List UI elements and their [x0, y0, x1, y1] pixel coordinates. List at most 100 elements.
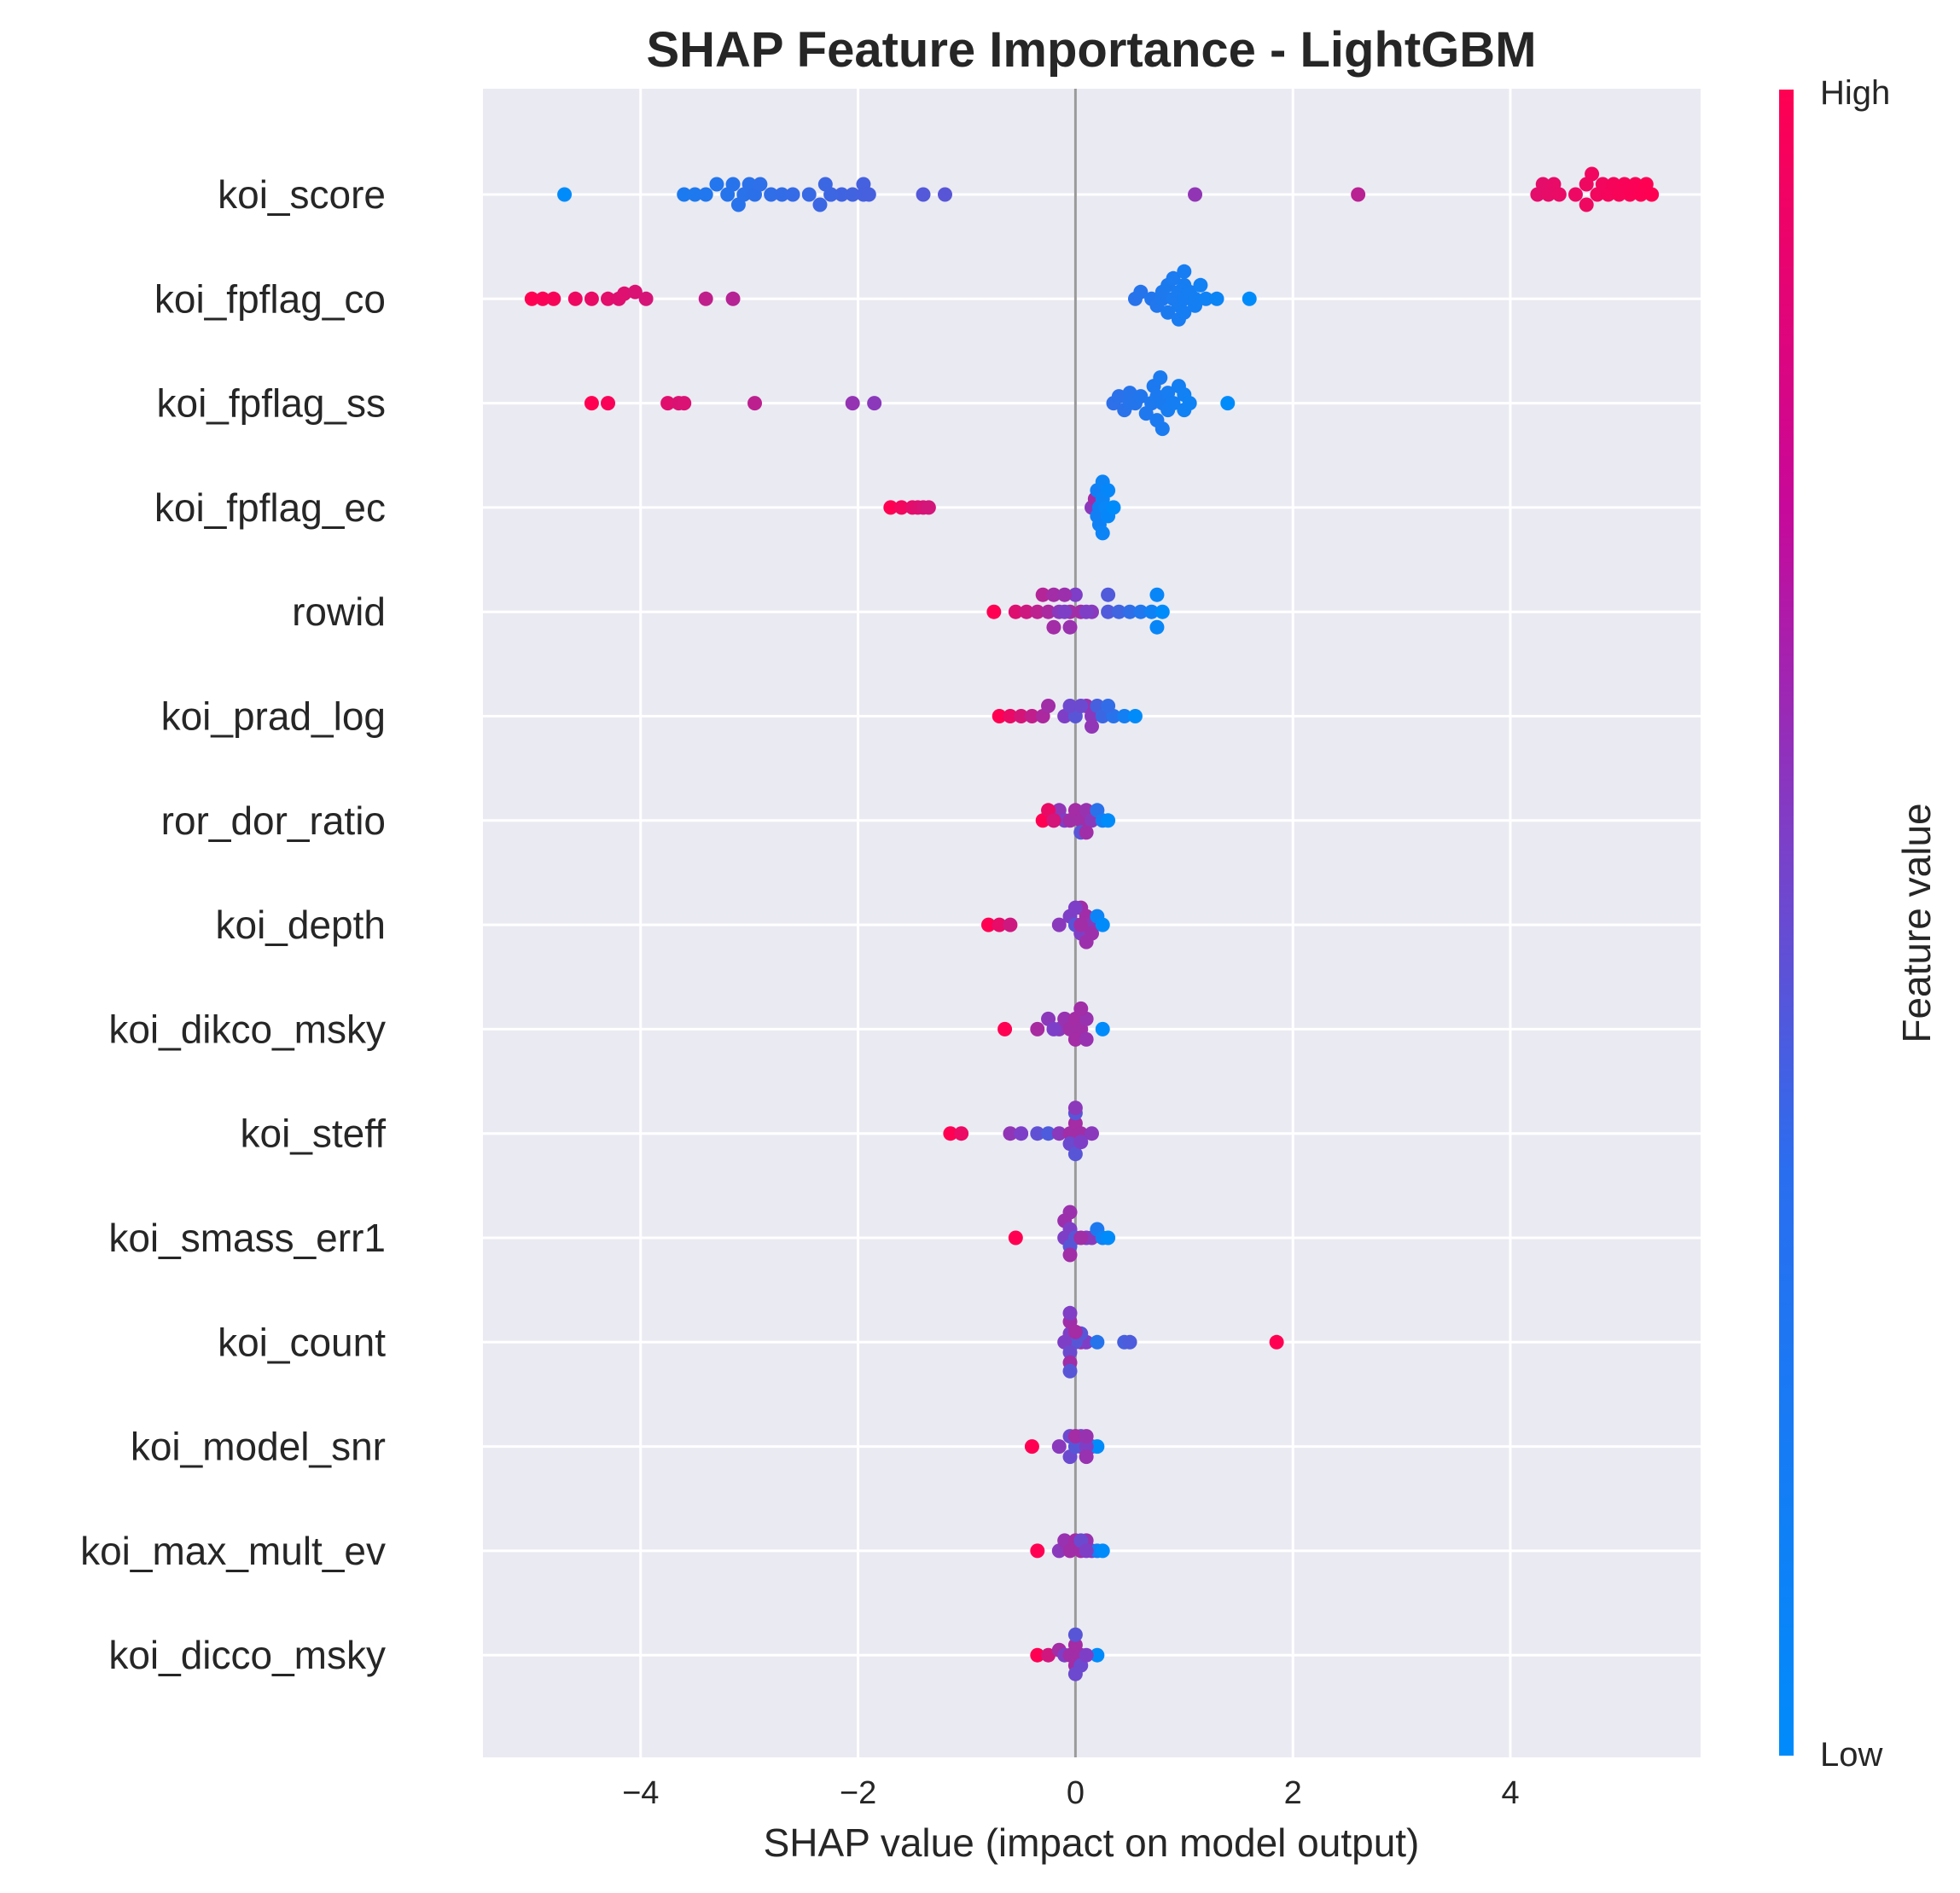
- data-point: [764, 187, 779, 202]
- data-point: [753, 177, 768, 192]
- data-point: [660, 396, 676, 411]
- data-point: [747, 396, 763, 411]
- data-point: [1095, 1543, 1110, 1559]
- data-point: [992, 709, 1007, 723]
- data-point: [1046, 1021, 1061, 1037]
- data-point: [1014, 1126, 1029, 1141]
- data-point: [1067, 1324, 1083, 1339]
- data-point: [1079, 1439, 1094, 1455]
- data-point: [980, 917, 996, 932]
- data-point: [834, 187, 849, 202]
- data-point: [774, 187, 789, 202]
- data-point: [1024, 1439, 1039, 1455]
- data-point: [677, 396, 692, 411]
- data-point: [1041, 1126, 1056, 1141]
- data-point: [861, 187, 876, 202]
- data-point: [1198, 291, 1213, 306]
- data-point: [992, 917, 1007, 932]
- data-point: [1154, 604, 1170, 619]
- data-point: [921, 500, 936, 515]
- data-point: [1095, 1021, 1110, 1037]
- data-point: [1160, 305, 1176, 320]
- data-point: [524, 291, 539, 306]
- data-point: [1149, 587, 1165, 602]
- data-point: [1046, 619, 1061, 635]
- data-point: [1188, 298, 1203, 313]
- data-point: [1073, 699, 1089, 713]
- data-point: [1079, 934, 1094, 949]
- data-point: [937, 187, 952, 202]
- data-point: [1046, 813, 1061, 828]
- data-point: [1067, 1627, 1083, 1642]
- data-point: [883, 500, 899, 515]
- data-point: [677, 187, 692, 202]
- data-point: [1090, 1647, 1105, 1663]
- data-point: [601, 396, 616, 411]
- data-point: [1177, 264, 1192, 279]
- x-tick-label: 4: [1501, 1775, 1519, 1811]
- data-point: [1101, 483, 1116, 498]
- data-point: [1079, 604, 1094, 619]
- data-point: [1144, 604, 1160, 619]
- feature-label: koi_count: [218, 1320, 386, 1364]
- data-point: [1188, 187, 1203, 202]
- data-point: [1127, 709, 1143, 723]
- data-point: [1153, 370, 1168, 386]
- data-point: [1051, 1126, 1067, 1141]
- data-point: [1154, 421, 1170, 437]
- data-point: [1095, 526, 1110, 541]
- data-point: [1193, 277, 1208, 293]
- data-point: [1041, 1647, 1056, 1663]
- data-point: [535, 291, 550, 306]
- data-point: [1111, 604, 1126, 619]
- data-point: [1095, 917, 1110, 932]
- data-point: [916, 187, 931, 202]
- data-point: [567, 291, 583, 306]
- data-point: [709, 177, 724, 192]
- data-point: [1220, 396, 1236, 411]
- chart-title: SHAP Feature Importance - LightGBM: [646, 22, 1536, 78]
- data-point: [698, 291, 713, 306]
- data-point: [1008, 604, 1023, 619]
- feature-label: ror_dor_ratio: [161, 798, 386, 843]
- data-point: [1166, 270, 1181, 286]
- data-point: [1073, 1001, 1089, 1016]
- data-point: [1030, 604, 1045, 619]
- data-point: [725, 177, 741, 192]
- data-point: [1046, 587, 1061, 602]
- data-points: [524, 166, 1660, 1681]
- x-tick-label: 0: [1067, 1775, 1085, 1811]
- data-point: [1101, 813, 1116, 828]
- colorbar-high-label: High: [1820, 74, 1890, 112]
- data-point: [1090, 1334, 1105, 1350]
- data-point: [617, 286, 632, 301]
- x-tick-label: 2: [1284, 1775, 1302, 1811]
- data-point: [1149, 619, 1165, 635]
- data-point: [1051, 917, 1067, 932]
- data-point: [557, 187, 573, 202]
- data-point: [986, 604, 1002, 619]
- data-point: [1101, 1230, 1116, 1246]
- data-point: [1067, 1147, 1083, 1162]
- colorbar-low-label: Low: [1820, 1736, 1882, 1774]
- data-point: [1024, 709, 1039, 723]
- data-point: [1133, 389, 1149, 404]
- data-point: [867, 396, 882, 411]
- data-point: [1051, 1439, 1067, 1455]
- data-point: [1003, 709, 1018, 723]
- feature-label: koi_depth: [216, 903, 387, 947]
- data-point: [1003, 917, 1018, 932]
- feature-label: koi_score: [218, 172, 386, 217]
- colorbar-title: Feature value: [1894, 803, 1939, 1042]
- data-point: [1351, 187, 1366, 202]
- data-point: [1551, 187, 1567, 202]
- data-point: [1579, 197, 1594, 212]
- feature-label: koi_fpflag_co: [154, 276, 386, 321]
- data-point: [1101, 604, 1116, 619]
- data-point: [601, 291, 616, 306]
- data-point: [1067, 587, 1083, 602]
- data-point: [894, 500, 910, 515]
- data-point: [1057, 587, 1073, 602]
- data-point: [1062, 1363, 1078, 1379]
